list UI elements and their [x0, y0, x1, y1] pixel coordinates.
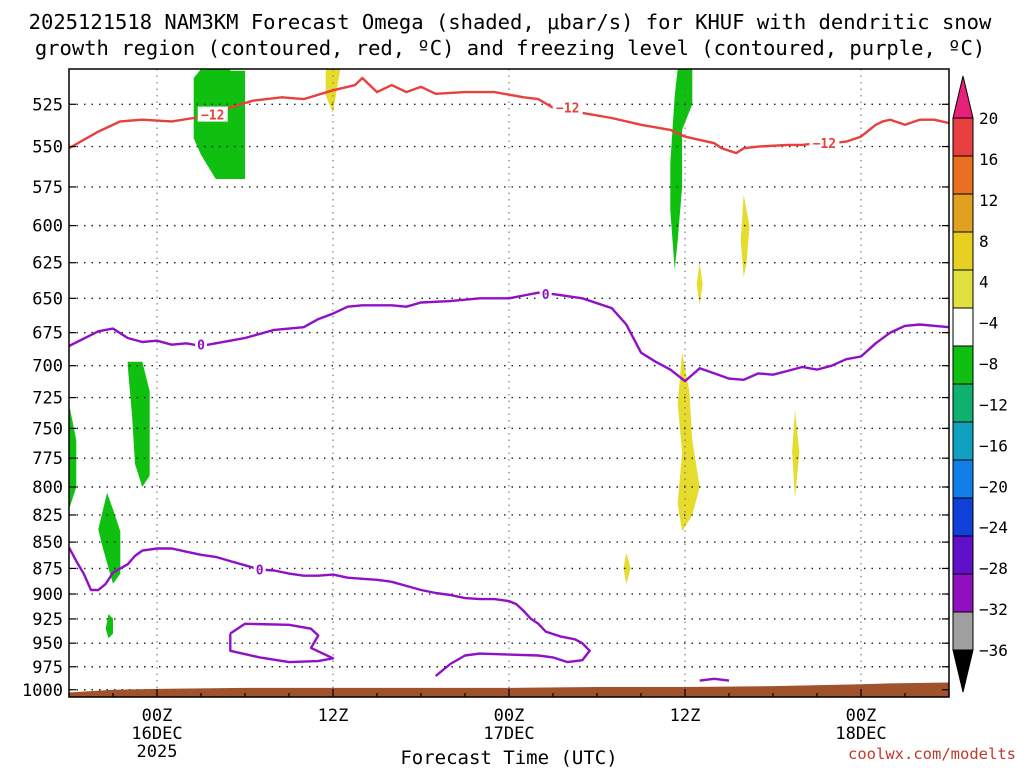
y-tick-label-5: 650 — [32, 289, 63, 309]
y-axis-ticks: 525 550 575 600 625 650 675 700 725 750 775 800 825 8… — [22, 95, 949, 701]
y-tick-label-7: 700 — [32, 357, 63, 377]
omega-region-4 — [105, 614, 113, 639]
dendritic-label-bg-2 — [809, 135, 840, 151]
y-tick-label-11: 800 — [32, 478, 63, 498]
x-tick-label-0-2: 2025 — [137, 742, 178, 762]
freezing-label-bg-1 — [539, 286, 552, 302]
colorbar-swatch-4 — [952, 269, 974, 309]
freezing-contour-freezing-0-c-lower — [69, 546, 591, 677]
colorbar-swatch-0 — [952, 117, 974, 157]
colorbar-label-4: 4 — [979, 273, 989, 292]
y-tick-label-17: 950 — [32, 634, 63, 654]
omega-region-1 — [127, 361, 150, 487]
x-tick-label-4-1: 18DEC — [835, 724, 886, 744]
y-tick-label-1: 550 — [32, 138, 63, 158]
y-tick-label-6: 675 — [32, 324, 63, 344]
colorbar-swatch-1 — [952, 155, 974, 195]
omega-region-0 — [193, 69, 245, 179]
colorbar-swatch-12 — [952, 573, 974, 613]
freezing-contour-label-1: 0 — [542, 288, 550, 303]
y-tick-label-18: 975 — [32, 658, 63, 678]
dendritic-contour-label-2: −12 — [813, 137, 836, 152]
x-axis-label: Forecast Time (UTC) — [400, 747, 617, 768]
colorbar-swatch-13 — [952, 611, 974, 651]
colorbar-bottom-arrow — [952, 649, 974, 693]
freezing-contour-freezing-0-c-small — [699, 677, 730, 682]
y-tick-label-15: 900 — [32, 585, 63, 605]
colorbar-swatch-9 — [952, 459, 974, 499]
colorbar-label-2: 12 — [979, 191, 998, 210]
y-tick-label-12: 825 — [32, 506, 63, 526]
x-tick-label-0-0: 00Z — [142, 706, 173, 726]
colorbar-label-6: −8 — [979, 355, 998, 374]
freezing-contour-freezing-0-c-closed — [229, 622, 335, 664]
chart-title-line-1: 2025121518 NAM3KM Forecast Omega (shaded… — [29, 10, 992, 34]
omega-region-11 — [623, 552, 631, 584]
omega-region-9 — [696, 262, 703, 306]
y-tick-label-14: 875 — [32, 559, 63, 579]
y-tick-label-2: 575 — [32, 178, 63, 198]
dendritic-contour-label-1: −12 — [556, 102, 579, 117]
colorbar-swatch-3 — [952, 231, 974, 271]
x-tick-label-0-1: 16DEC — [131, 724, 182, 744]
colorbar-label-8: −16 — [979, 436, 1008, 455]
colorbar-swatch-2 — [952, 193, 974, 233]
colorbar-swatch-5 — [952, 307, 974, 347]
x-tick-label-2-0: 00Z — [494, 706, 525, 726]
omega-region-7 — [677, 352, 700, 532]
grid-lines — [69, 69, 949, 697]
dendritic-label-bg-1 — [552, 99, 583, 115]
contour-labels: −12 −12 −12 0 0 0 — [195, 99, 840, 578]
x-tick-label-1-0: 12Z — [318, 706, 349, 726]
y-tick-label-16: 925 — [32, 610, 63, 630]
colorbar-swatch-10 — [952, 497, 974, 537]
y-tick-label-8: 725 — [32, 389, 63, 409]
freezing-contour-label-2: 0 — [256, 563, 264, 578]
colorbar-swatch-8 — [952, 421, 974, 461]
colorbar-label-11: −28 — [979, 559, 1008, 578]
y-tick-label-3: 600 — [32, 217, 63, 237]
y-tick-label-4: 625 — [32, 254, 63, 274]
chart-title-line-2: growth region (contoured, red, ºC) and f… — [35, 36, 985, 60]
colorbar-label-0: 20 — [979, 109, 998, 128]
dendritic-label-bg-0 — [197, 106, 228, 122]
y-tick-label-19: 1000 — [22, 681, 63, 701]
omega-region-8 — [740, 194, 750, 278]
colorbar-label-1: 16 — [979, 150, 998, 169]
colorbar-swatch-6 — [952, 345, 974, 385]
omega-region-5 — [670, 69, 693, 270]
freezing-contour-label-0: 0 — [197, 339, 205, 354]
colorbar-label-5: −4 — [979, 314, 998, 333]
freezing-label-bg-0 — [195, 336, 207, 352]
dendritic-contour-label-0: −12 — [201, 109, 224, 124]
freezing-label-bg-2 — [253, 561, 266, 577]
colorbar-label-12: −32 — [979, 600, 1008, 619]
colorbar-label-7: −12 — [979, 395, 1008, 414]
omega-shading-layer — [69, 69, 800, 639]
colorbar-label-3: 8 — [979, 232, 989, 251]
y-tick-label-13: 850 — [32, 533, 63, 553]
credit-text: coolwx.com/modelts — [848, 745, 1016, 763]
x-tick-label-2-1: 17DEC — [483, 724, 534, 744]
x-tick-label-4-0: 00Z — [846, 706, 877, 726]
y-tick-label-0: 525 — [32, 95, 63, 115]
colorbar: 20 16 12 8 4 −4 −8 −12 −16 −20 −24 −28 −32 −36 — [952, 75, 1008, 693]
y-tick-label-9: 750 — [32, 419, 63, 439]
colorbar-label-9: −20 — [979, 477, 1008, 496]
y-tick-label-10: 775 — [32, 449, 63, 469]
colorbar-swatch-11 — [952, 535, 974, 575]
colorbar-label-10: −24 — [979, 518, 1008, 537]
colorbar-swatch-7 — [952, 383, 974, 423]
colorbar-top-arrow — [952, 75, 974, 119]
x-tick-label-3-0: 12Z — [670, 706, 701, 726]
colorbar-label-13: −36 — [979, 641, 1008, 660]
omega-region-10 — [792, 410, 800, 499]
omega-region-2 — [69, 403, 77, 510]
